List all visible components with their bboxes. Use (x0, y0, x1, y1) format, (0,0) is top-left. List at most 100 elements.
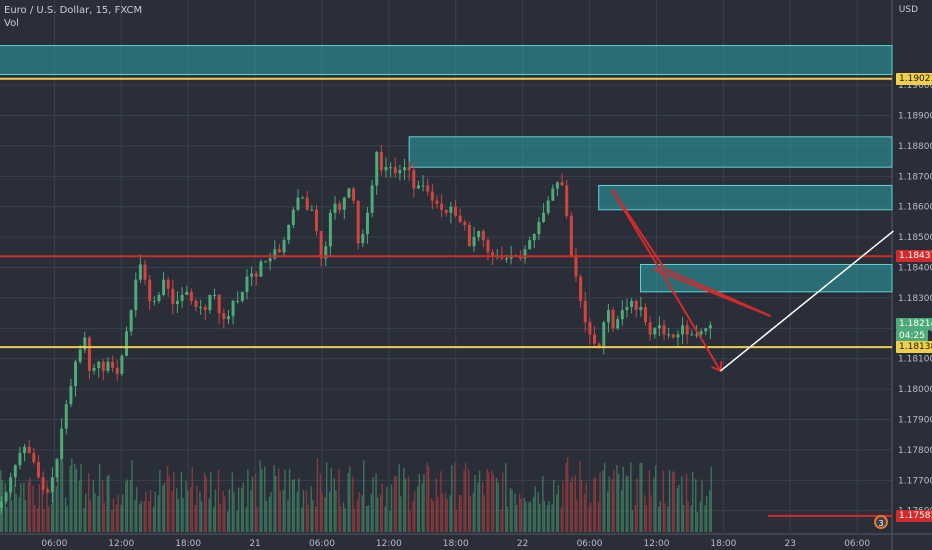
volume-bar (469, 496, 472, 532)
volume-bar (250, 490, 252, 532)
volume-bar (106, 476, 108, 532)
volume-bar (437, 496, 439, 532)
volume-bar (222, 490, 224, 532)
candle-body (574, 255, 578, 277)
candle-body (491, 252, 495, 256)
volume-bar (231, 472, 234, 532)
volume-bar (537, 492, 539, 532)
volume-bar (20, 483, 22, 532)
volume-bar (129, 480, 132, 532)
volume-bar (163, 482, 166, 532)
volume-bar (60, 456, 62, 532)
volume-bar (511, 489, 513, 532)
candle-body (472, 237, 476, 247)
candle-body (407, 167, 411, 171)
alert-badge[interactable]: 3 (874, 515, 888, 529)
volume-bar (474, 474, 476, 532)
candle-body (546, 200, 550, 213)
candle-body (152, 300, 156, 302)
volume-bar (328, 491, 331, 532)
volume-bar (650, 495, 652, 532)
price-tag: 1.18437 (896, 250, 932, 263)
volume-bar (492, 474, 495, 532)
volume-bar (71, 458, 73, 532)
candle-body (398, 170, 402, 174)
volume-bar (593, 478, 595, 532)
candle-body (449, 206, 453, 213)
candle-body (166, 279, 170, 289)
y-tick-label: 1.18500 (898, 233, 932, 243)
volume-bar (168, 476, 170, 532)
candle-body (704, 328, 708, 332)
volume-bar (607, 491, 609, 532)
candle-body (69, 386, 73, 405)
volume-bar (413, 491, 416, 532)
volume-bar (659, 500, 661, 532)
volume-bar (639, 463, 641, 532)
volume-bar (115, 504, 118, 532)
volume-bar (509, 488, 512, 532)
volume-indicator-label[interactable]: Vol (4, 18, 19, 29)
candle-body (217, 294, 221, 314)
volume-bar (460, 495, 462, 532)
volume-bar (47, 506, 50, 532)
volume-bar (173, 471, 175, 532)
volume-bar (111, 509, 113, 532)
y-tick-label: 1.18300 (898, 294, 932, 304)
volume-bar (525, 501, 527, 532)
symbol-title[interactable]: Euro / U.S. Dollar, 15, FXCM (4, 5, 143, 16)
volume-bar (41, 486, 44, 532)
volume-bar (50, 503, 53, 532)
volume-bar (363, 460, 365, 532)
candle-body (60, 428, 64, 460)
volume-bar (330, 467, 332, 532)
volume-bar (617, 474, 620, 532)
volume-bar (566, 457, 569, 532)
volume-bar (34, 505, 36, 532)
volume-bar (162, 485, 164, 532)
volume-bar (603, 462, 606, 532)
triangle-pattern (611, 188, 772, 318)
volume-bar (57, 474, 59, 532)
candle-body (361, 234, 365, 244)
candle-body (78, 349, 82, 362)
candle-body (593, 334, 597, 344)
volume-bar (426, 462, 428, 532)
volume-bar (458, 494, 461, 532)
volume-bar (454, 462, 456, 532)
x-tick-label: 12:00 (108, 539, 134, 549)
drawn-lines (0, 77, 894, 517)
volume-bar (557, 485, 560, 532)
volume-bar (370, 493, 373, 532)
volume-bar (551, 504, 553, 532)
volume-bar (274, 475, 277, 532)
volume-bar (404, 478, 407, 532)
volume-bar (625, 475, 627, 532)
volume-bar (361, 495, 363, 532)
volume-bar (196, 486, 198, 532)
candle-body (588, 322, 592, 335)
volume-bar (347, 472, 349, 532)
zone-box (598, 184, 893, 211)
volume-bar (43, 508, 45, 532)
candle-body (416, 185, 420, 189)
volume-bar (27, 481, 30, 532)
candle-body (467, 224, 471, 247)
candle-body (444, 209, 448, 213)
y-tick-label: 1.17700 (898, 476, 932, 486)
volume-bar (398, 464, 400, 532)
volume-bar (585, 482, 587, 532)
candle-body (148, 279, 152, 301)
volume-bar (180, 471, 183, 532)
candle-body (606, 310, 610, 323)
volume-bar (199, 491, 201, 532)
volume-bar (189, 487, 192, 532)
volume-bar (131, 459, 133, 532)
candle-body (421, 185, 425, 187)
volume-bar (657, 506, 660, 532)
candle-body (463, 221, 467, 225)
volume-bar (690, 505, 692, 532)
candle-body (50, 477, 54, 493)
candle-body (226, 316, 230, 320)
